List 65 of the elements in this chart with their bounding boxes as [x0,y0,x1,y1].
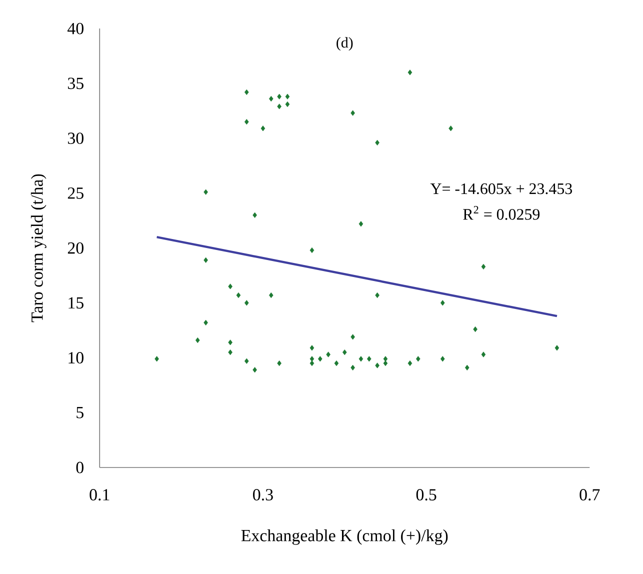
y-tick-label: 40 [68,22,84,34]
point [277,104,282,110]
point [252,212,257,218]
point [204,320,208,326]
point [268,96,274,102]
point [440,300,445,306]
point [350,110,355,116]
point [277,94,282,100]
point [350,364,355,370]
point [244,119,249,125]
y-axis-title: Taro corm yield (t/ha) [30,174,46,322]
point [310,345,314,351]
y-tick-label: 5 [76,407,84,418]
point [448,126,453,132]
point [334,360,339,366]
point [350,334,355,340]
point [204,257,208,263]
point [195,337,200,344]
annotation: Y= -14.605x + 23.453 [430,183,572,194]
point [228,284,232,290]
y-tick-label: 15 [68,297,84,309]
point [244,89,249,95]
point [358,356,364,362]
x-tick-label: 0.7 [580,489,600,501]
point [260,126,266,132]
point [375,362,380,368]
text: (d) [336,37,353,51]
point [228,340,232,346]
y-tick-label: 35 [68,78,84,90]
y-tick-label: 30 [68,132,84,144]
x-axis-title: Exchangeable K (cmol (+)/kg) [241,529,448,545]
point [310,356,314,362]
y-tick-label: 20 [68,242,84,254]
point [326,352,330,358]
point [440,356,445,362]
point [481,352,486,358]
point [366,356,372,362]
point [318,356,322,362]
point [236,292,241,298]
point [244,300,249,306]
point [252,367,257,373]
y-tick-label: 25 [68,187,84,199]
point [481,264,486,270]
point [554,345,560,351]
point [375,140,380,146]
point [383,356,388,362]
point [464,364,470,370]
point [268,292,274,298]
annotation: R$^{2}$ = 0.0259 [463,206,540,220]
point [204,189,208,195]
point [416,356,420,362]
point [244,358,249,364]
x-tick-label: 0.5 [416,489,436,501]
point [342,349,347,356]
y-tick-label: 10 [68,352,84,364]
x-tick-label: 0.3 [253,489,273,501]
point [358,221,364,227]
point [154,356,159,362]
x-tick-label: 0.1 [90,489,110,501]
point [285,94,290,100]
point [408,360,412,366]
point [408,70,412,76]
point [285,101,290,108]
point [310,247,314,254]
y-tick-label: 0 [76,462,84,474]
